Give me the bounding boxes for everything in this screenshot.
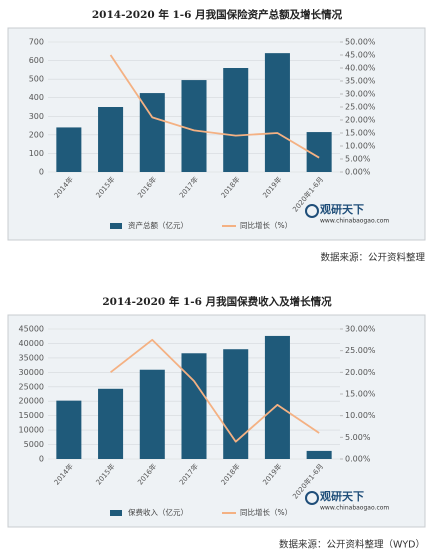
y2-tick-label: 15.00% <box>345 390 376 399</box>
y2-tick-label: 45.00% <box>345 51 376 60</box>
y-tick-label: 500 <box>29 75 44 84</box>
bar <box>264 335 290 459</box>
y-tick-label: 200 <box>29 130 44 139</box>
y-tick-label: 35000 <box>19 353 44 362</box>
legend-label: 同比增长（%） <box>240 507 292 517</box>
brand: 观研天下 <box>320 203 364 216</box>
y-tick-label: 25000 <box>19 382 44 391</box>
y-tick-label: 20000 <box>19 397 44 406</box>
bar <box>98 107 124 172</box>
y2-tick-label: 5.00% <box>345 155 371 164</box>
y2-tick-label: 20.00% <box>345 368 376 377</box>
y2-tick-label: 30.00% <box>345 325 376 334</box>
chart-title: 2014-2020 年 1-6 月我国保险资产总额及增长情况 <box>92 8 343 21</box>
y-tick-label: 5000 <box>24 440 44 449</box>
y2-tick-label: 40.00% <box>345 64 376 73</box>
chart: 2014-2020 年 1-6 月我国保险资产总额及增长情况 0 100 200 300… <box>7 8 426 264</box>
bar <box>264 53 290 173</box>
y-tick-label: 0 <box>39 455 44 464</box>
source: 数据来源：公开资料整理 <box>320 252 425 264</box>
y-tick-label: 40000 <box>19 339 44 348</box>
chart-title: 2014-2020 年 1-6 月我国保费收入及增长情况 <box>102 295 332 308</box>
brand-logo <box>305 204 319 218</box>
y-tick-label: 100 <box>29 149 44 158</box>
y2-tick-label: 5.00% <box>345 433 371 442</box>
legend-swatch <box>110 223 122 229</box>
y2-tick-label: 20.00% <box>345 116 376 125</box>
bar <box>139 369 165 459</box>
legend-label: 同比增长（%） <box>240 220 292 230</box>
legend-label: 资产总额（亿元） <box>128 220 188 230</box>
bar <box>56 127 82 172</box>
y2-tick-label: 0.00% <box>345 455 371 464</box>
brand-url: www.chinabaogao.com <box>320 218 389 225</box>
y2-tick-label: 25.00% <box>345 103 376 112</box>
y-tick-label: 10000 <box>19 426 44 435</box>
y2-tick-label: 15.00% <box>345 129 376 138</box>
bar <box>98 388 124 459</box>
y2-tick-label: 50.00% <box>345 38 376 47</box>
y-tick-label: 0 <box>39 168 44 177</box>
legend-label: 保费收入（亿元） <box>128 507 188 517</box>
y-tick-label: 600 <box>29 56 44 65</box>
y-tick-label: 300 <box>29 112 44 121</box>
brand: 观研天下 <box>320 490 364 503</box>
y2-tick-label: 0.00% <box>345 168 371 177</box>
bar <box>223 68 249 172</box>
y2-tick-label: 10.00% <box>345 142 376 151</box>
y-tick-label: 45000 <box>19 325 44 334</box>
y2-tick-label: 10.00% <box>345 411 376 420</box>
y-tick-label: 400 <box>29 93 44 102</box>
bar <box>181 353 207 459</box>
line-series <box>110 338 320 443</box>
y-tick-label: 15000 <box>19 411 44 420</box>
y-tick-label: 30000 <box>19 368 44 377</box>
source: 数据来源：公开资料整理（WYD） <box>279 539 425 551</box>
y2-tick-label: 25.00% <box>345 346 376 355</box>
y2-tick-label: 35.00% <box>345 77 376 86</box>
legend-swatch <box>110 510 122 516</box>
bar <box>56 400 82 459</box>
brand-logo <box>305 491 319 505</box>
line-series <box>109 54 320 159</box>
bar <box>181 80 207 172</box>
bar <box>306 450 332 459</box>
y2-tick-label: 30.00% <box>345 90 376 99</box>
brand-url: www.chinabaogao.com <box>320 505 389 512</box>
chart: 2014-2020 年 1-6 月我国保费收入及增长情况 0 5000 10000 15… <box>7 295 426 551</box>
y-tick-label: 700 <box>29 38 44 47</box>
